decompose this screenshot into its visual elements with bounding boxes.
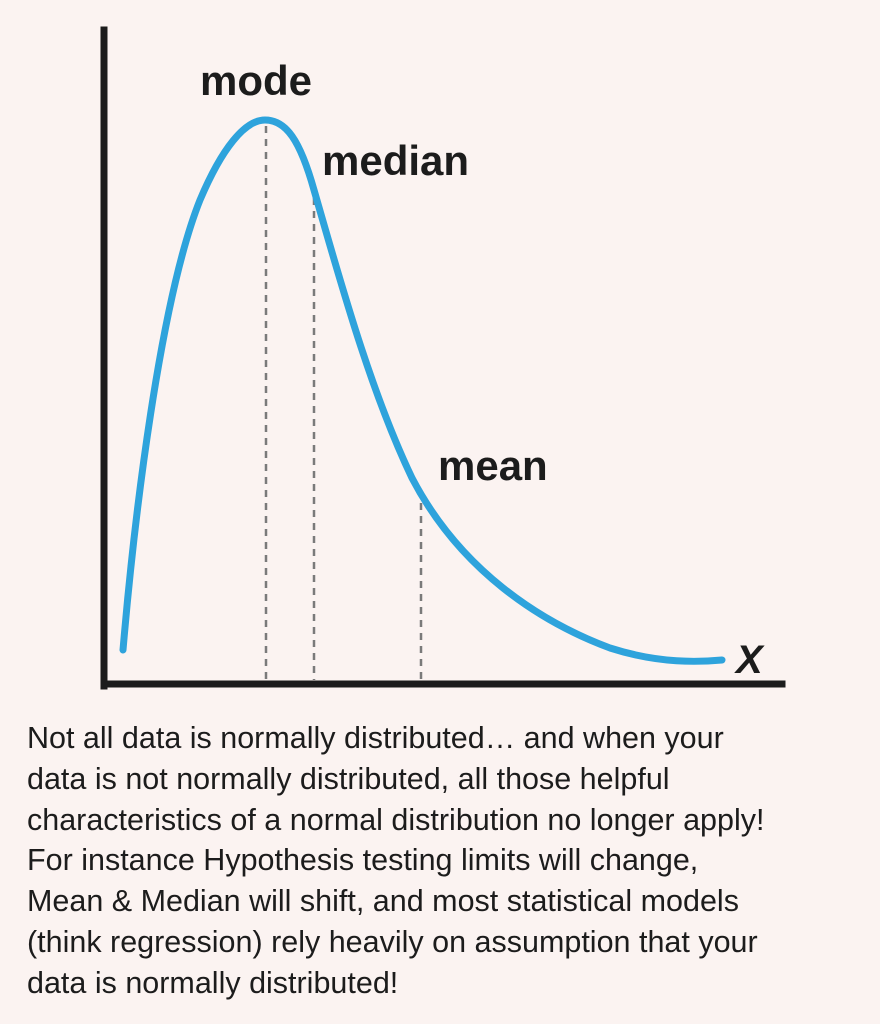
mean-label: mean bbox=[438, 442, 548, 489]
caption-line: (think regression) rely heavily on assum… bbox=[27, 924, 758, 959]
caption-line: characteristics of a normal distribution… bbox=[27, 802, 765, 837]
caption-line: For instance Hypothesis testing limits w… bbox=[27, 843, 699, 878]
x-axis-label: X bbox=[734, 638, 765, 682]
caption-line: Not all data is normally distributed… an… bbox=[27, 721, 724, 755]
caption-text: Not all data is normally distributed… an… bbox=[27, 718, 872, 1004]
caption-line: Mean & Median will shift, and most stati… bbox=[27, 884, 739, 919]
caption-line: data is normally distributed! bbox=[27, 965, 399, 1000]
caption-line: data is not normally distributed, all th… bbox=[27, 761, 670, 796]
distribution-curve bbox=[119, 116, 726, 665]
median-label: median bbox=[322, 137, 469, 184]
skewed-distribution-diagram: mode median mean X bbox=[100, 26, 786, 690]
mode-label: mode bbox=[200, 57, 312, 104]
